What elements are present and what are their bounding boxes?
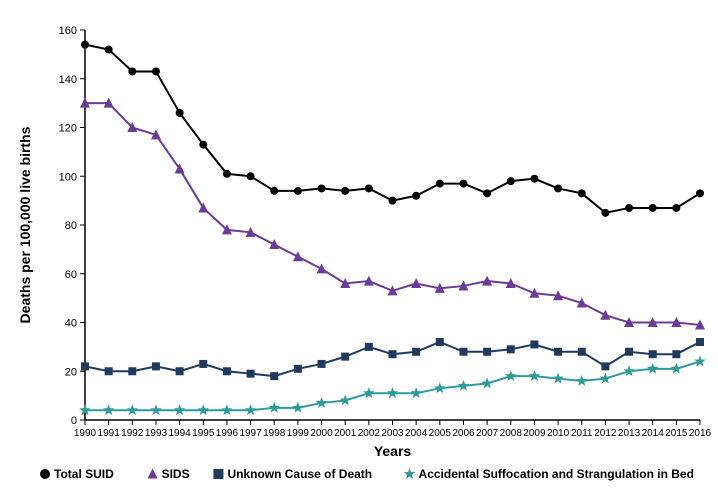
legend: Total SUID SIDS Unknown Cause of Death Acci…	[40, 467, 694, 481]
svg-text:1992: 1992	[121, 428, 144, 439]
svg-text:2010: 2010	[547, 428, 570, 439]
svg-text:120: 120	[59, 123, 77, 135]
svg-text:60: 60	[65, 269, 77, 281]
svg-text:1991: 1991	[98, 428, 121, 439]
svg-text:SIDS: SIDS	[162, 467, 190, 481]
svg-text:2013: 2013	[618, 428, 641, 439]
svg-text:2006: 2006	[452, 428, 475, 439]
series-accidental-suffocation-and-strangulation-in-bed	[79, 356, 705, 416]
svg-text:1997: 1997	[239, 428, 262, 439]
chart-svg: 0204060801001201401601990199119921993199…	[0, 0, 718, 502]
svg-text:2015: 2015	[665, 428, 688, 439]
svg-text:Unknown Cause of Death: Unknown Cause of Death	[227, 467, 372, 481]
svg-text:0: 0	[71, 415, 77, 427]
series-total-suid	[81, 41, 704, 217]
chart-container: 0204060801001201401601990199119921993199…	[0, 0, 718, 502]
svg-text:1996: 1996	[216, 428, 239, 439]
svg-text:2004: 2004	[405, 428, 428, 439]
svg-text:100: 100	[59, 171, 77, 183]
svg-text:20: 20	[65, 366, 77, 378]
svg-text:2000: 2000	[310, 428, 333, 439]
svg-text:140: 140	[59, 74, 77, 86]
svg-text:2003: 2003	[381, 428, 404, 439]
svg-text:1993: 1993	[145, 428, 168, 439]
svg-text:2008: 2008	[500, 428, 523, 439]
svg-text:1994: 1994	[168, 428, 191, 439]
svg-text:2016: 2016	[689, 428, 712, 439]
svg-text:2005: 2005	[429, 428, 452, 439]
svg-text:Deaths per 100,000 live births: Deaths per 100,000 live births	[17, 126, 33, 323]
svg-text:2009: 2009	[523, 428, 546, 439]
svg-text:1999: 1999	[287, 428, 310, 439]
svg-text:2014: 2014	[642, 428, 665, 439]
svg-text:40: 40	[65, 318, 77, 330]
svg-text:Accidental Suffocation and Str: Accidental Suffocation and Strangulation…	[419, 467, 694, 481]
svg-text:80: 80	[65, 220, 77, 232]
svg-text:2007: 2007	[476, 428, 499, 439]
svg-text:1990: 1990	[74, 428, 97, 439]
svg-text:2011: 2011	[571, 428, 593, 439]
series-unknown-cause-of-death	[81, 338, 704, 380]
svg-text:1998: 1998	[263, 428, 286, 439]
svg-text:2012: 2012	[594, 428, 617, 439]
svg-text:160: 160	[59, 25, 77, 37]
svg-text:Years: Years	[374, 443, 412, 459]
svg-text:Total SUID: Total SUID	[54, 467, 114, 481]
svg-text:2002: 2002	[358, 428, 381, 439]
svg-text:2001: 2001	[334, 428, 357, 439]
svg-text:1995: 1995	[192, 428, 215, 439]
series-sids	[80, 98, 705, 330]
